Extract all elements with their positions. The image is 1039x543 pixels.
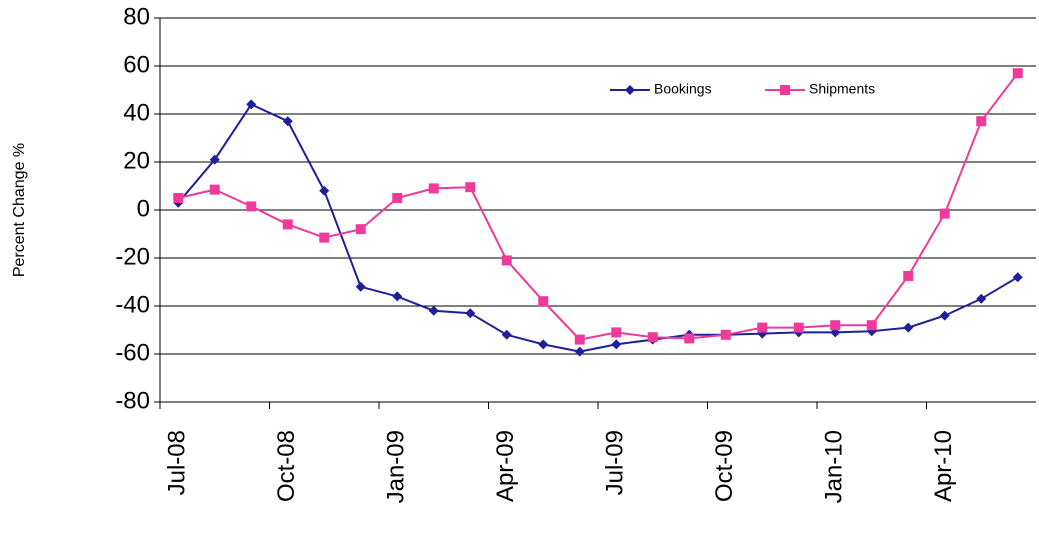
x-tick-label: Oct-09 — [711, 430, 738, 502]
marker — [1012, 68, 1023, 79]
y-tick-label: -80 — [115, 387, 150, 414]
series-line — [177, 103, 1019, 353]
x-tick-label: Jan-10 — [821, 430, 848, 503]
series-line — [178, 72, 1019, 341]
y-axis-label: Percent Change % — [11, 143, 28, 277]
y-tick-label: 20 — [123, 147, 150, 174]
marker — [209, 154, 220, 165]
marker — [538, 296, 549, 307]
marker — [465, 308, 476, 319]
marker — [611, 339, 622, 350]
y-tick-label: 80 — [123, 3, 150, 30]
marker — [392, 193, 403, 203]
x-tick-label: Apr-10 — [930, 430, 957, 502]
y-tick-label: 40 — [123, 99, 150, 126]
marker — [647, 332, 658, 343]
marker — [976, 116, 987, 127]
marker — [319, 185, 330, 196]
marker — [538, 339, 549, 350]
marker — [757, 322, 768, 333]
marker — [173, 193, 184, 203]
legend-item: Shipments — [765, 81, 875, 97]
marker — [428, 305, 439, 316]
x-tick-label: Apr-09 — [492, 430, 519, 502]
marker — [793, 322, 804, 333]
marker — [465, 182, 476, 193]
marker — [319, 232, 330, 243]
y-tick-label: -40 — [115, 291, 150, 318]
y-tick-label: -60 — [115, 339, 150, 366]
marker — [355, 281, 366, 292]
x-tick-label: Oct-08 — [273, 430, 300, 502]
marker — [903, 271, 914, 281]
marker — [830, 320, 841, 331]
marker — [866, 320, 877, 331]
marker — [246, 201, 257, 212]
marker — [574, 334, 585, 345]
marker — [501, 329, 512, 340]
marker — [501, 255, 512, 266]
marker — [939, 208, 950, 219]
marker — [209, 184, 220, 195]
marker — [282, 219, 293, 230]
marker — [720, 329, 731, 340]
marker — [1012, 272, 1023, 283]
marker — [939, 310, 950, 321]
x-tick-label: Jul-08 — [164, 430, 191, 495]
legend-label: Bookings — [654, 81, 712, 97]
legend-item: Bookings — [610, 81, 712, 97]
y-tick-label: -20 — [115, 243, 150, 270]
x-tick-label: Jul-09 — [602, 430, 629, 495]
y-tick-label: 60 — [123, 51, 150, 78]
marker — [282, 116, 293, 127]
legend-marker — [625, 85, 635, 95]
marker — [976, 293, 987, 304]
marker — [428, 183, 439, 194]
legend-label: Shipments — [809, 81, 875, 97]
marker — [392, 291, 403, 302]
marker — [574, 346, 585, 357]
y-tick-label: 0 — [137, 195, 150, 222]
marker — [684, 333, 695, 344]
marker — [611, 327, 622, 338]
x-tick-label: Jan-09 — [383, 430, 410, 503]
legend-marker — [780, 85, 790, 95]
marker — [903, 322, 914, 333]
marker — [355, 224, 366, 235]
marker — [246, 99, 257, 110]
